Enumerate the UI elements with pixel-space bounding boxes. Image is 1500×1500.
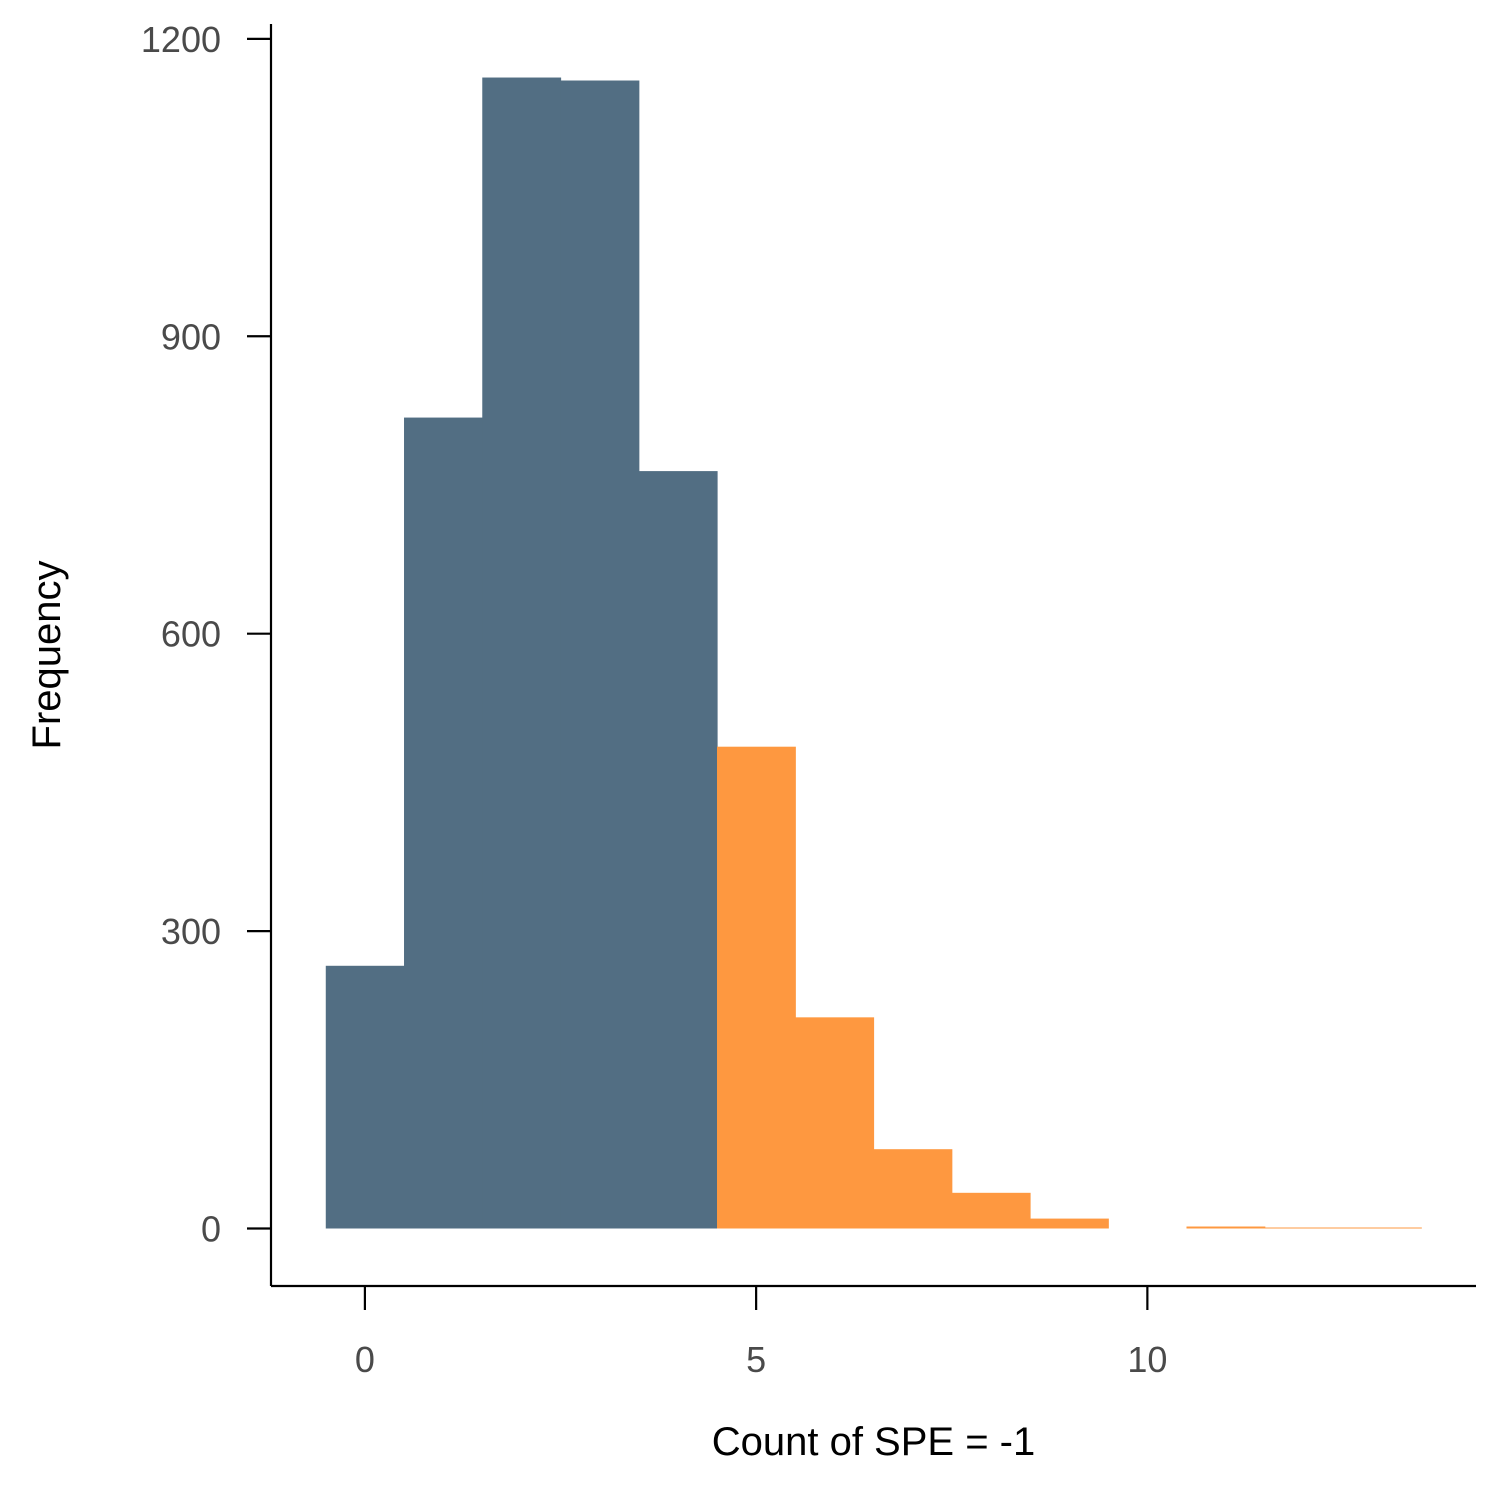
axes-layer — [269, 24, 1476, 1288]
y-tick-label: 1200 — [141, 19, 221, 60]
histogram-bar — [404, 417, 483, 1229]
histogram-bar — [638, 471, 718, 1229]
histogram-bar — [1029, 1218, 1109, 1229]
histogram-bar — [325, 965, 405, 1229]
histogram-bar — [795, 1017, 875, 1229]
y-tick-label: 900 — [161, 316, 221, 357]
x-axis-title: Count of SPE = -1 — [712, 1420, 1036, 1464]
y-ticks: 0 300 600 900 1200 — [141, 19, 271, 1250]
y-axis-title: Frequency — [25, 561, 69, 750]
histogram-bar — [951, 1192, 1031, 1229]
y-tick-label: 0 — [201, 1209, 221, 1250]
histogram-bar — [560, 80, 640, 1229]
histogram-bar — [482, 77, 562, 1229]
histogram-bar — [717, 746, 796, 1229]
histogram-bar — [873, 1149, 953, 1229]
y-tick-label: 600 — [161, 614, 221, 655]
x-tick-label: 5 — [746, 1339, 766, 1380]
bars-layer — [325, 77, 1422, 1229]
x-tick-label: 0 — [355, 1339, 375, 1380]
histogram-bar — [1342, 1227, 1422, 1229]
x-ticks: 0 5 10 — [355, 1286, 1167, 1380]
x-tick-label: 10 — [1127, 1339, 1167, 1380]
histogram-bar — [1186, 1226, 1266, 1229]
histogram-bar — [1264, 1227, 1344, 1229]
y-tick-label: 300 — [161, 911, 221, 952]
